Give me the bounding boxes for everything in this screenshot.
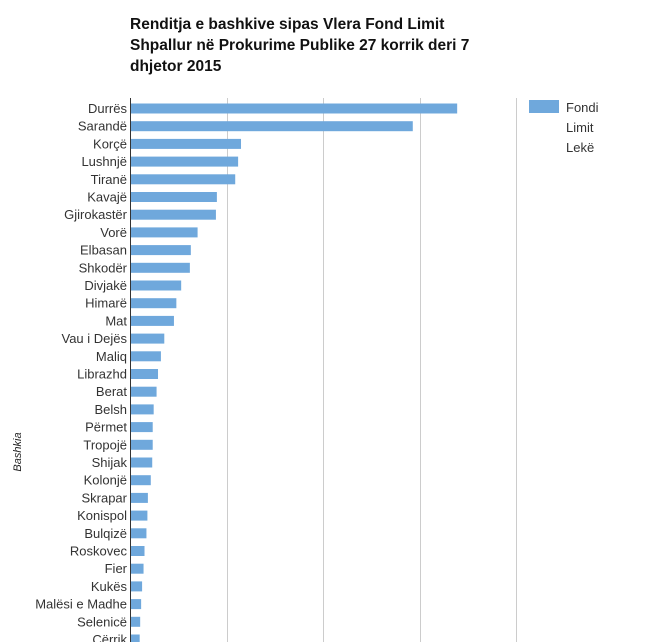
bar-2[interactable] <box>131 138 242 149</box>
category-label-19: Tropojë <box>83 437 127 452</box>
category-label-27: Kukës <box>91 579 128 594</box>
category-label-4: Tiranë <box>91 172 127 187</box>
legend-label-line-3: Lekë <box>566 140 594 155</box>
bar-29[interactable] <box>131 616 141 627</box>
bar-13[interactable] <box>131 333 165 344</box>
gridlines <box>130 98 517 642</box>
category-label-5: Kavajë <box>87 190 127 205</box>
bar-0[interactable] <box>131 103 458 114</box>
bar-27[interactable] <box>131 581 143 592</box>
bar-23[interactable] <box>131 510 148 521</box>
category-label-20: Shijak <box>92 455 128 470</box>
bar-8[interactable] <box>131 245 191 256</box>
category-label-3: Lushnjë <box>81 154 127 169</box>
bar-16[interactable] <box>131 386 157 397</box>
category-label-30: Cërrik <box>92 632 127 642</box>
bar-21[interactable] <box>131 475 151 486</box>
legend-label-line-2: Limit <box>566 120 594 135</box>
chart-title-line-1: Renditja e bashkive sipas Vlera Fond Lim… <box>130 16 445 33</box>
bar-3[interactable] <box>131 156 239 167</box>
bar-18[interactable] <box>131 422 153 433</box>
bar-25[interactable] <box>131 546 145 556</box>
chart-title-line-2: Shpallur në Prokurime Publike 27 korrik … <box>130 37 470 54</box>
category-label-6: Gjirokastër <box>64 207 128 222</box>
bar-14[interactable] <box>131 351 161 362</box>
bar-30[interactable] <box>131 634 140 642</box>
category-label-7: Vorë <box>100 225 127 240</box>
bar-20[interactable] <box>131 457 153 468</box>
category-label-15: Librazhd <box>77 367 127 382</box>
bar-9[interactable] <box>131 262 190 273</box>
category-label-11: Himarë <box>85 296 127 311</box>
bar-17[interactable] <box>131 404 154 415</box>
bar-10[interactable] <box>131 280 182 291</box>
bar-12[interactable] <box>131 315 174 326</box>
bar-7[interactable] <box>131 227 198 238</box>
category-label-26: Fier <box>105 561 128 576</box>
category-label-28: Malësi e Madhe <box>35 597 127 612</box>
bar-4[interactable] <box>131 174 236 185</box>
category-label-12: Mat <box>105 313 127 328</box>
category-label-10: Divjakë <box>84 278 127 293</box>
category-label-18: Përmet <box>85 420 127 435</box>
legend-swatch <box>529 100 559 113</box>
category-label-23: Konispol <box>77 508 127 523</box>
category-label-16: Berat <box>96 384 127 399</box>
category-label-9: Shkodër <box>79 260 128 275</box>
category-label-21: Kolonjë <box>84 473 127 488</box>
bar-28[interactable] <box>131 599 142 610</box>
chart-title-line-3: dhjetor 2015 <box>130 58 222 75</box>
y-axis-label: Bashkia <box>12 432 24 471</box>
category-label-2: Korçë <box>93 136 127 151</box>
category-label-22: Skrapar <box>81 490 127 505</box>
category-label-8: Elbasan <box>80 243 127 258</box>
bar-11[interactable] <box>131 298 177 309</box>
category-label-17: Belsh <box>94 402 127 417</box>
bars <box>131 103 458 642</box>
bar-26[interactable] <box>131 563 144 574</box>
bar-24[interactable] <box>131 528 147 539</box>
category-label-0: Durrës <box>88 101 128 116</box>
bar-6[interactable] <box>131 209 216 220</box>
category-label-29: Selenicë <box>77 614 127 629</box>
bar-1[interactable] <box>131 121 413 132</box>
chart-title: Renditja e bashkive sipas Vlera Fond Lim… <box>130 14 520 77</box>
bar-19[interactable] <box>131 439 153 450</box>
bar-22[interactable] <box>131 492 148 503</box>
legend-label-line-1: Fondi <box>566 100 599 115</box>
category-label-25: Roskovec <box>70 544 128 559</box>
category-labels: Durrës Sarandë Korçë Lushnjë Tiranë Kavajë Gji… <box>35 101 127 642</box>
bar-15[interactable] <box>131 369 159 379</box>
category-label-1: Sarandë <box>78 119 127 134</box>
category-label-13: Vau i Dejës <box>61 331 127 346</box>
category-label-14: Maliq <box>96 349 127 364</box>
bar-5[interactable] <box>131 192 217 202</box>
legend: Fondi Limit Lekë <box>529 100 599 155</box>
category-label-24: Bulqizë <box>84 526 127 541</box>
